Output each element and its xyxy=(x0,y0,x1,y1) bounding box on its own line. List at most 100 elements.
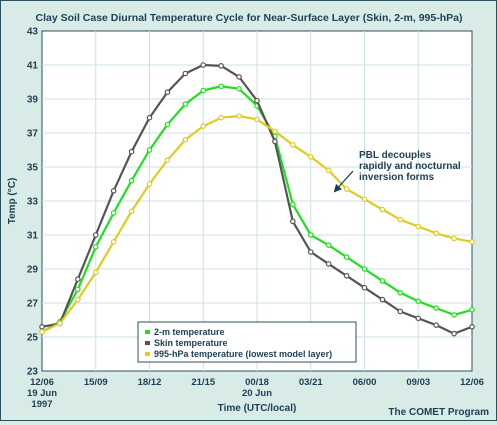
legend-label-skin: Skin temperature xyxy=(154,338,228,348)
data-point xyxy=(451,312,457,318)
data-point xyxy=(182,137,189,143)
x-tick-label: 06/00 xyxy=(353,377,377,388)
data-point xyxy=(200,87,207,94)
credit-text: The COMET Program xyxy=(388,407,489,418)
data-point xyxy=(451,235,457,242)
data-point xyxy=(415,298,422,305)
data-point xyxy=(343,186,350,192)
data-point xyxy=(379,296,386,303)
y-tick-label: 31 xyxy=(27,231,39,242)
y-tick-label: 39 xyxy=(27,95,39,106)
data-point xyxy=(164,121,171,128)
y-tick-label: 29 xyxy=(27,265,39,276)
data-point xyxy=(290,201,296,208)
y-tick-label: 25 xyxy=(27,333,39,344)
data-point xyxy=(236,74,242,80)
legend: 2-m temperature Skin temperature 995-hPa… xyxy=(137,321,357,363)
x-axis-label: Time (UTC/local) xyxy=(218,403,297,414)
legend-swatch-2m xyxy=(145,330,150,334)
data-point xyxy=(272,128,278,135)
data-point xyxy=(146,114,153,121)
data-point xyxy=(75,286,81,293)
data-point xyxy=(146,147,153,153)
x-tick-label: 19 Jun xyxy=(27,388,57,399)
data-point xyxy=(361,284,368,291)
data-point xyxy=(92,232,99,238)
y-tick-label: 33 xyxy=(27,197,39,208)
data-point xyxy=(343,254,350,260)
data-point xyxy=(200,123,207,130)
y-tick-label: 27 xyxy=(27,299,39,310)
data-point xyxy=(110,188,117,194)
y-tick-label: 23 xyxy=(27,367,39,378)
data-point xyxy=(397,308,404,315)
data-point xyxy=(182,101,189,107)
data-point xyxy=(128,208,135,215)
grid-lines xyxy=(42,31,472,371)
legend-label-2m: 2-m temperature xyxy=(154,327,225,337)
x-tick-label: 12/06 xyxy=(460,377,484,388)
annotation-line-2: rapidly and nocturnal xyxy=(359,161,461,172)
data-point xyxy=(415,315,422,322)
data-point xyxy=(272,138,278,145)
data-point xyxy=(254,116,260,123)
data-point xyxy=(361,196,368,203)
legend-swatch-995hpa xyxy=(145,352,150,356)
x-tick-label: 00/18 xyxy=(245,377,269,388)
data-point xyxy=(325,242,332,249)
y-tick-label: 37 xyxy=(27,129,39,140)
data-point xyxy=(397,289,404,296)
data-point xyxy=(325,261,332,267)
x-tick-label: 09/03 xyxy=(406,377,430,388)
series-0 xyxy=(39,83,475,335)
chart-title: Clay Soil Case Diurnal Temperature Cycle… xyxy=(36,12,463,24)
data-point xyxy=(218,63,224,69)
data-point xyxy=(110,210,117,216)
data-point xyxy=(92,269,99,276)
annotation-line-3: inversion forms xyxy=(359,172,434,183)
annotation: PBL decouples rapidly and nocturnal inve… xyxy=(333,150,461,193)
x-tick-label: 15/09 xyxy=(84,377,108,388)
data-point xyxy=(200,62,207,68)
data-point xyxy=(128,177,135,184)
annotation-arrow xyxy=(333,170,354,193)
data-point xyxy=(307,232,314,238)
data-point xyxy=(307,154,314,160)
x-tick-label: 03/21 xyxy=(299,377,323,388)
data-point xyxy=(469,323,475,330)
series-1 xyxy=(39,62,475,337)
data-point xyxy=(433,230,439,237)
data-point xyxy=(75,296,81,303)
y-tick-label: 43 xyxy=(27,27,39,38)
data-point xyxy=(343,272,350,279)
data-point xyxy=(164,157,171,164)
data-point xyxy=(110,239,117,245)
x-tick-label: 1997 xyxy=(31,399,52,410)
data-point xyxy=(254,97,260,104)
y-tick-label: 41 xyxy=(27,61,39,72)
x-tick-label: 18/12 xyxy=(138,377,162,388)
data-point xyxy=(361,266,368,272)
data-point xyxy=(39,323,45,330)
data-point xyxy=(57,320,63,327)
annotation-line-1: PBL decouples xyxy=(359,150,431,161)
data-point xyxy=(39,329,45,335)
data-point xyxy=(290,218,296,225)
data-point xyxy=(182,70,189,77)
data-point xyxy=(164,89,171,96)
series-2 xyxy=(39,113,475,335)
y-tick-labels: 23 25 27 29 31 33 35 37 39 41 43 xyxy=(27,27,39,378)
data-point xyxy=(307,249,314,255)
legend-swatch-skin xyxy=(145,341,150,345)
data-point xyxy=(451,330,457,337)
data-point xyxy=(379,278,386,284)
data-point xyxy=(236,86,242,92)
y-axis-label: Temp (°C) xyxy=(7,178,18,225)
x-tick-label: 20 Jun xyxy=(242,388,272,399)
x-tick-label: 21/15 xyxy=(191,377,215,388)
data-point xyxy=(218,83,224,90)
data-point xyxy=(433,305,439,311)
